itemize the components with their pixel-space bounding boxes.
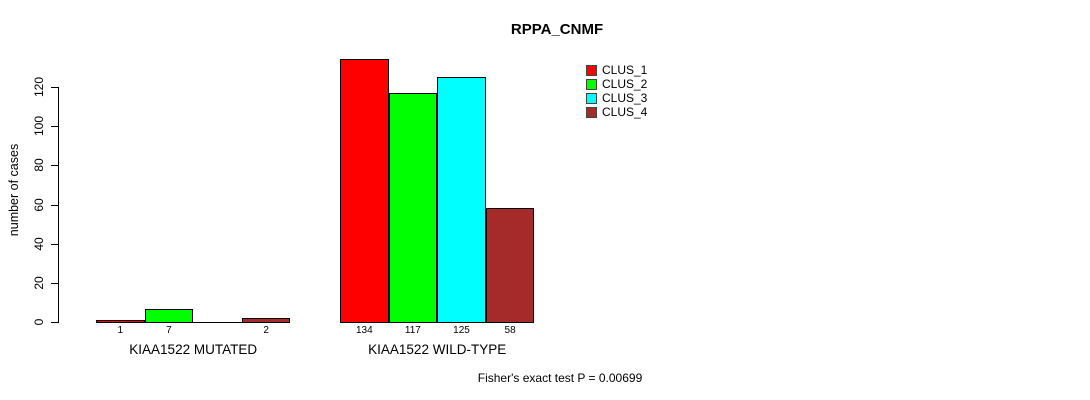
y-tick-label: 0 [32, 318, 46, 326]
legend-label: CLUS_4 [602, 105, 648, 119]
legend-swatch [586, 64, 597, 76]
bar-clus_3-group0-zero [193, 322, 242, 324]
y-tick-label: 40 [32, 237, 46, 251]
y-tick [51, 86, 58, 88]
bar-clus_1-group1 [340, 59, 389, 324]
legend: CLUS_1 CLUS_2 CLUS_3 CLUS_4 [586, 63, 647, 119]
chart-title: RPPA_CNMF [510, 21, 604, 38]
bar-clus_2-group0 [144, 308, 194, 324]
y-tick [51, 204, 58, 206]
y-tick [51, 243, 58, 245]
y-tick-label: 20 [32, 276, 46, 290]
legend-item: CLUS_2 [586, 77, 647, 91]
bar-value-label: 134 [355, 325, 373, 336]
bar-clus_3-group1 [437, 76, 486, 324]
y-tick-label: 100 [32, 115, 46, 136]
bar-clus_4-group0 [241, 318, 291, 324]
y-tick [51, 322, 58, 324]
legend-item: CLUS_1 [586, 63, 647, 77]
legend-label: CLUS_2 [602, 77, 648, 91]
y-tick-label: 80 [32, 158, 46, 172]
bar-clus_1-group0 [96, 320, 145, 324]
legend-label: CLUS_3 [602, 91, 648, 105]
legend-item: CLUS_4 [586, 105, 647, 119]
legend-swatch [586, 78, 597, 90]
legend-item: CLUS_3 [586, 91, 647, 105]
bar-value-label: 125 [453, 325, 470, 336]
y-axis-title: number of cases [7, 143, 21, 237]
y-tick [51, 283, 58, 285]
legend-swatch [586, 106, 597, 118]
bar-clus_2-group1 [388, 92, 438, 324]
legend-label: CLUS_1 [602, 63, 648, 77]
bar-value-label: 7 [166, 325, 172, 336]
bar-value-label: 1 [117, 325, 124, 336]
bar-value-label: 2 [263, 325, 269, 336]
annotation-fisher-test: Fisher's exact test P = 0.00699 [477, 371, 643, 385]
legend-swatch [586, 92, 597, 104]
y-tick [51, 165, 58, 167]
y-tick-label: 60 [32, 197, 46, 212]
bar-clus_4-group1 [485, 208, 535, 324]
group-label-1: KIAA1522 WILD-TYPE [368, 342, 507, 357]
y-axis-line [58, 86, 59, 324]
bar-value-label: 58 [504, 325, 516, 336]
y-tick-label: 120 [32, 76, 46, 97]
group-label-0: KIAA1522 MUTATED [129, 342, 258, 357]
bar-value-label: 117 [404, 325, 421, 336]
y-tick [51, 125, 58, 127]
